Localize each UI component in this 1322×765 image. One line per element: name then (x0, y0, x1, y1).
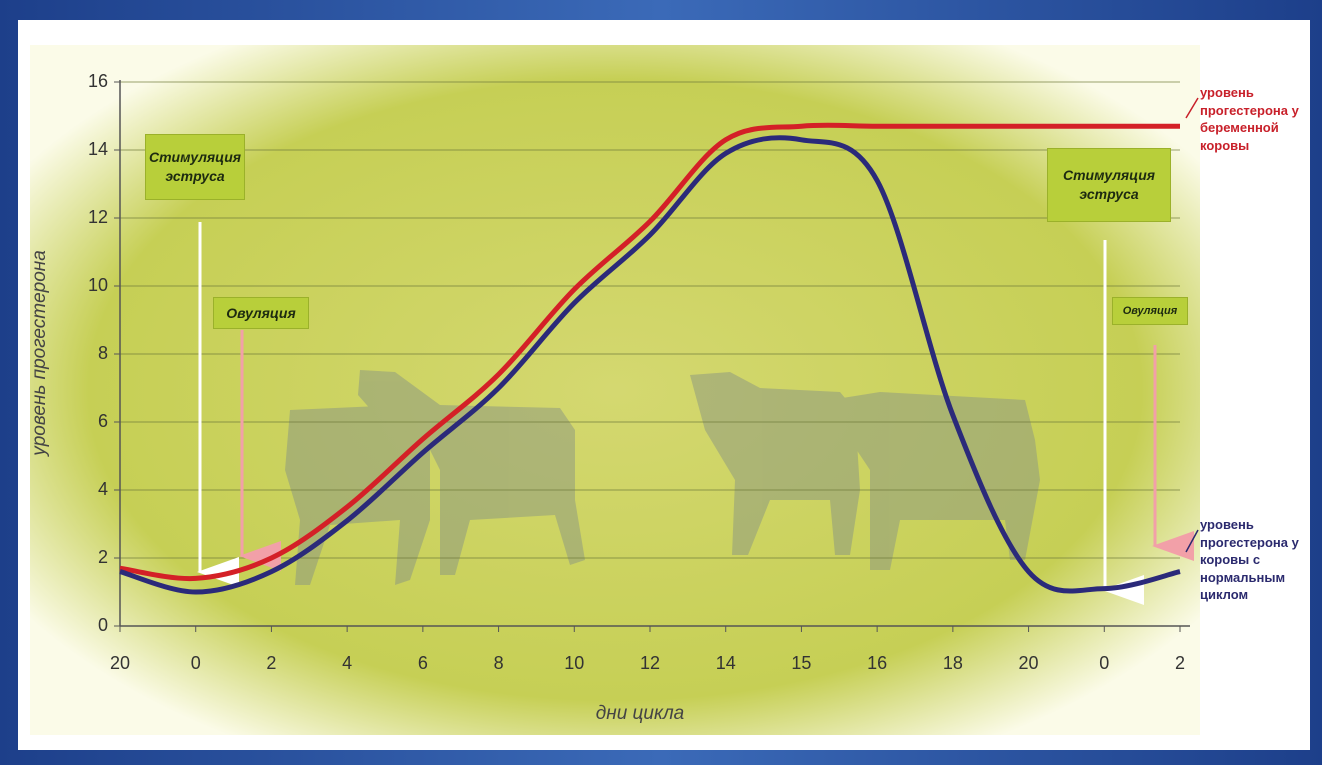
x-tick-label: 12 (640, 653, 660, 673)
y-tick-label: 16 (88, 71, 108, 91)
chart: уровень прогестерона дни цикла 0 2 4 6 8 10 12… (0, 0, 1322, 765)
x-tick-label: 15 (791, 653, 811, 673)
x-tick-label: 20 (110, 653, 130, 673)
annotation: Овуляция (213, 297, 309, 329)
x-tick-label: 8 (494, 653, 504, 673)
x-tick-label: 0 (191, 653, 201, 673)
annotation: Овуляция (1112, 297, 1188, 325)
x-tick-label: 6 (418, 653, 428, 673)
y-tick-label: 4 (98, 479, 108, 499)
x-tick-label: 0 (1099, 653, 1109, 673)
y-tick-label: 0 (98, 615, 108, 635)
y-tick-label: 12 (88, 207, 108, 227)
y-tick-label: 6 (98, 411, 108, 431)
y-tick-label: 14 (88, 139, 108, 159)
x-tick-label: 18 (943, 653, 963, 673)
x-tick-label: 4 (342, 653, 352, 673)
legend-label: уровень прогестерона у беременной коровы (1200, 84, 1310, 154)
annotation: Стимуляция эструса (1047, 148, 1171, 222)
x-tick-label: 14 (716, 653, 736, 673)
page: уровень прогестерона дни цикла 0 2 4 6 8 10 12… (0, 0, 1322, 765)
x-tick-label: 20 (1019, 653, 1039, 673)
legend-label: уровень прогестерона у коровы с нормальн… (1200, 516, 1310, 604)
x-tick-label: 2 (1175, 653, 1185, 673)
y-tick-label: 8 (98, 343, 108, 363)
x-tick-label: 16 (867, 653, 887, 673)
x-tick-label: 2 (266, 653, 276, 673)
x-axis-label: дни цикла (596, 703, 685, 724)
annotation: Стимуляция эструса (145, 134, 245, 200)
y-tick-label: 2 (98, 547, 108, 567)
y-tick-label: 10 (88, 275, 108, 295)
y-axis-label: уровень прогестерона (29, 250, 50, 458)
x-tick-label: 10 (564, 653, 584, 673)
